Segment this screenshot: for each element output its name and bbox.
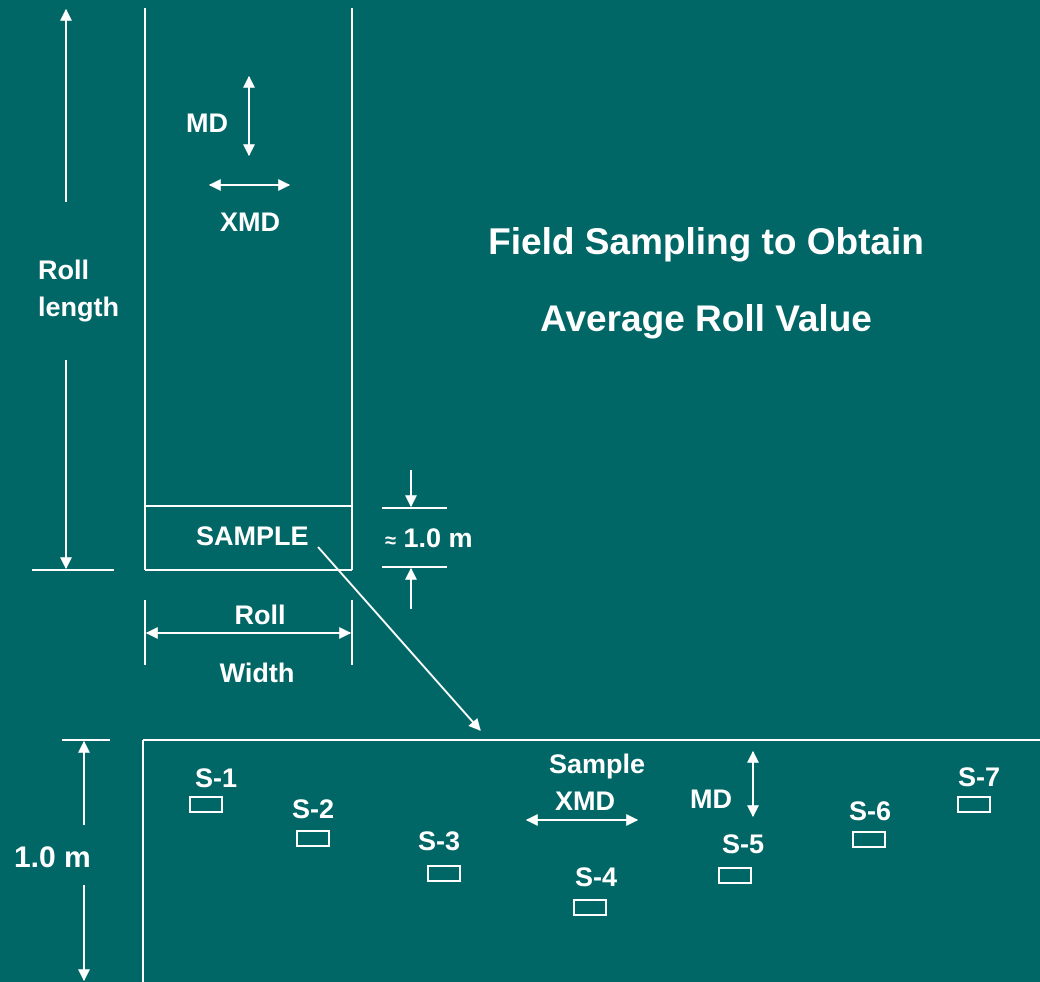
specimen-label-4: S-4	[575, 862, 618, 892]
detail-height-label: 1.0 m	[14, 841, 91, 874]
roll-length-label-2: length	[38, 292, 119, 322]
title-line-2: Average Roll Value	[540, 298, 872, 339]
detail-md-label: MD	[690, 784, 732, 814]
sample-length-label: ≈ 1.0 m	[385, 522, 473, 554]
roll-width-label-2: Width	[219, 658, 295, 688]
specimen-box-7	[957, 796, 991, 813]
specimen-box-1	[189, 796, 223, 813]
xmd-label: XMD	[220, 207, 280, 237]
detail-xmd-label-1: Sample	[548, 749, 646, 779]
roll-width-label-1: Roll	[234, 600, 286, 630]
specimen-box-4	[573, 899, 607, 916]
specimen-label-7: S-7	[958, 762, 1001, 792]
specimen-label-5: S-5	[722, 829, 765, 859]
sample-detail-pointer	[317, 546, 481, 731]
specimen-label-1: S-1	[195, 763, 238, 793]
md-label: MD	[186, 108, 228, 138]
approx-symbol: ≈	[385, 530, 396, 552]
specimen-box-2	[296, 830, 330, 847]
specimen-label-2: S-2	[292, 794, 335, 824]
sample-label: SAMPLE	[196, 521, 309, 551]
title-line-1: Field Sampling to Obtain	[488, 221, 924, 262]
specimen-label-3: S-3	[418, 826, 461, 856]
detail-xmd-label-2: XMD	[555, 786, 615, 816]
sample-length-value: 1.0 m	[403, 523, 473, 553]
roll-length-label-1: Roll	[38, 255, 89, 285]
specimen-label-6: S-6	[849, 796, 892, 826]
specimen-box-3	[427, 865, 461, 882]
specimen-box-6	[852, 831, 886, 848]
specimen-box-5	[718, 867, 752, 884]
